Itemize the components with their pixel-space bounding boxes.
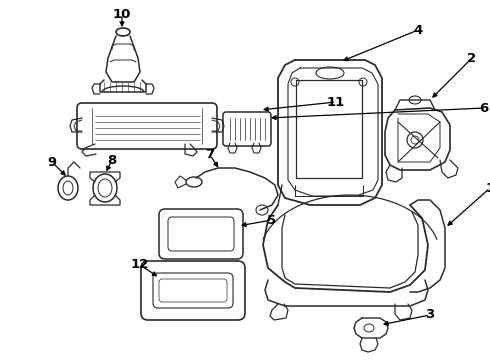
Text: 10: 10 — [113, 8, 131, 21]
Text: 4: 4 — [414, 23, 423, 36]
Text: 7: 7 — [205, 148, 215, 162]
Text: 9: 9 — [48, 156, 56, 168]
Text: 11: 11 — [327, 95, 345, 108]
Text: 5: 5 — [268, 213, 276, 226]
Text: 6: 6 — [479, 102, 489, 114]
Text: 8: 8 — [107, 153, 117, 166]
Text: 1: 1 — [486, 181, 490, 194]
Text: 12: 12 — [131, 258, 149, 271]
Text: 2: 2 — [467, 51, 477, 64]
Text: 3: 3 — [425, 309, 435, 321]
